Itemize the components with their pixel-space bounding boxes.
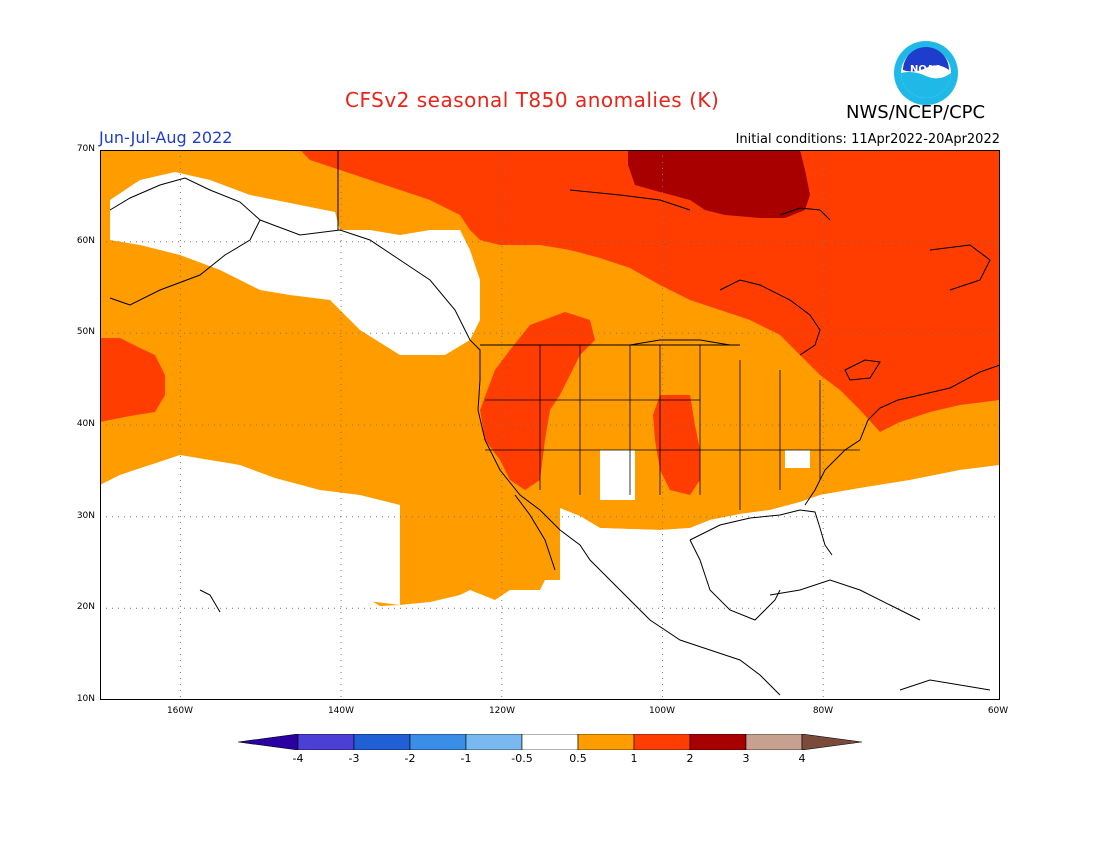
lat-label: 20N xyxy=(76,602,95,612)
colorbar-label: 0.5 xyxy=(569,752,587,765)
cbar-segment xyxy=(801,734,862,750)
colorbar-label: -1 xyxy=(460,752,472,765)
coastlines xyxy=(109,150,1000,696)
colorbar-label: 4 xyxy=(798,752,806,765)
lon-label: 120W xyxy=(488,706,516,716)
state-borders xyxy=(485,345,860,510)
map-title: CFSv2 seasonal T850 anomalies (K) xyxy=(345,88,720,112)
lat-label: 30N xyxy=(76,511,95,521)
color-bar xyxy=(238,734,862,750)
lon-label: 160W xyxy=(166,706,194,716)
colorbar-label: 3 xyxy=(742,752,750,765)
anomaly-region-darkred xyxy=(628,150,810,218)
cbar-segment xyxy=(521,734,579,750)
lon-label: 140W xyxy=(327,706,355,716)
colorbar-label: -3 xyxy=(348,752,360,765)
initial-conditions-label: Initial conditions: 11Apr2022-20Apr2022 xyxy=(735,132,1000,147)
cbar-segment xyxy=(465,734,523,750)
cbar-segment xyxy=(633,734,691,750)
cbar-segment xyxy=(577,734,635,750)
colorbar-label: 2 xyxy=(686,752,694,765)
colorbar-label: -2 xyxy=(404,752,416,765)
colorbar-label: -0.5 xyxy=(511,752,533,765)
cbar-segment xyxy=(353,734,411,750)
lat-label: 50N xyxy=(76,327,95,337)
colorbar-label: 1 xyxy=(630,752,638,765)
cbar-segment xyxy=(745,734,803,750)
cbar-segment xyxy=(297,734,355,750)
noaa-logo: NOAA xyxy=(894,41,958,105)
lat-label: 40N xyxy=(76,419,95,429)
anomaly-fields xyxy=(100,150,1000,700)
lon-label: 60W xyxy=(987,706,1009,716)
lat-label: 70N xyxy=(76,144,95,154)
cbar-segment xyxy=(689,734,747,750)
lon-label: 80W xyxy=(812,706,834,716)
cbar-segment xyxy=(238,734,299,750)
lat-label: 60N xyxy=(76,236,95,246)
season-label: Jun-Jul-Aug 2022 xyxy=(99,128,233,147)
noaa-logo-text: NOAA xyxy=(910,64,942,75)
org-label: NWS/NCEP/CPC xyxy=(846,102,986,123)
lon-label: 100W xyxy=(648,706,676,716)
cbar-segment xyxy=(409,734,467,750)
graticule xyxy=(100,150,1000,700)
colorbar-label: -4 xyxy=(292,752,304,765)
lat-label: 10N xyxy=(76,694,95,704)
anomaly-map xyxy=(100,150,1000,700)
anomaly-region-red-north xyxy=(300,150,1000,432)
